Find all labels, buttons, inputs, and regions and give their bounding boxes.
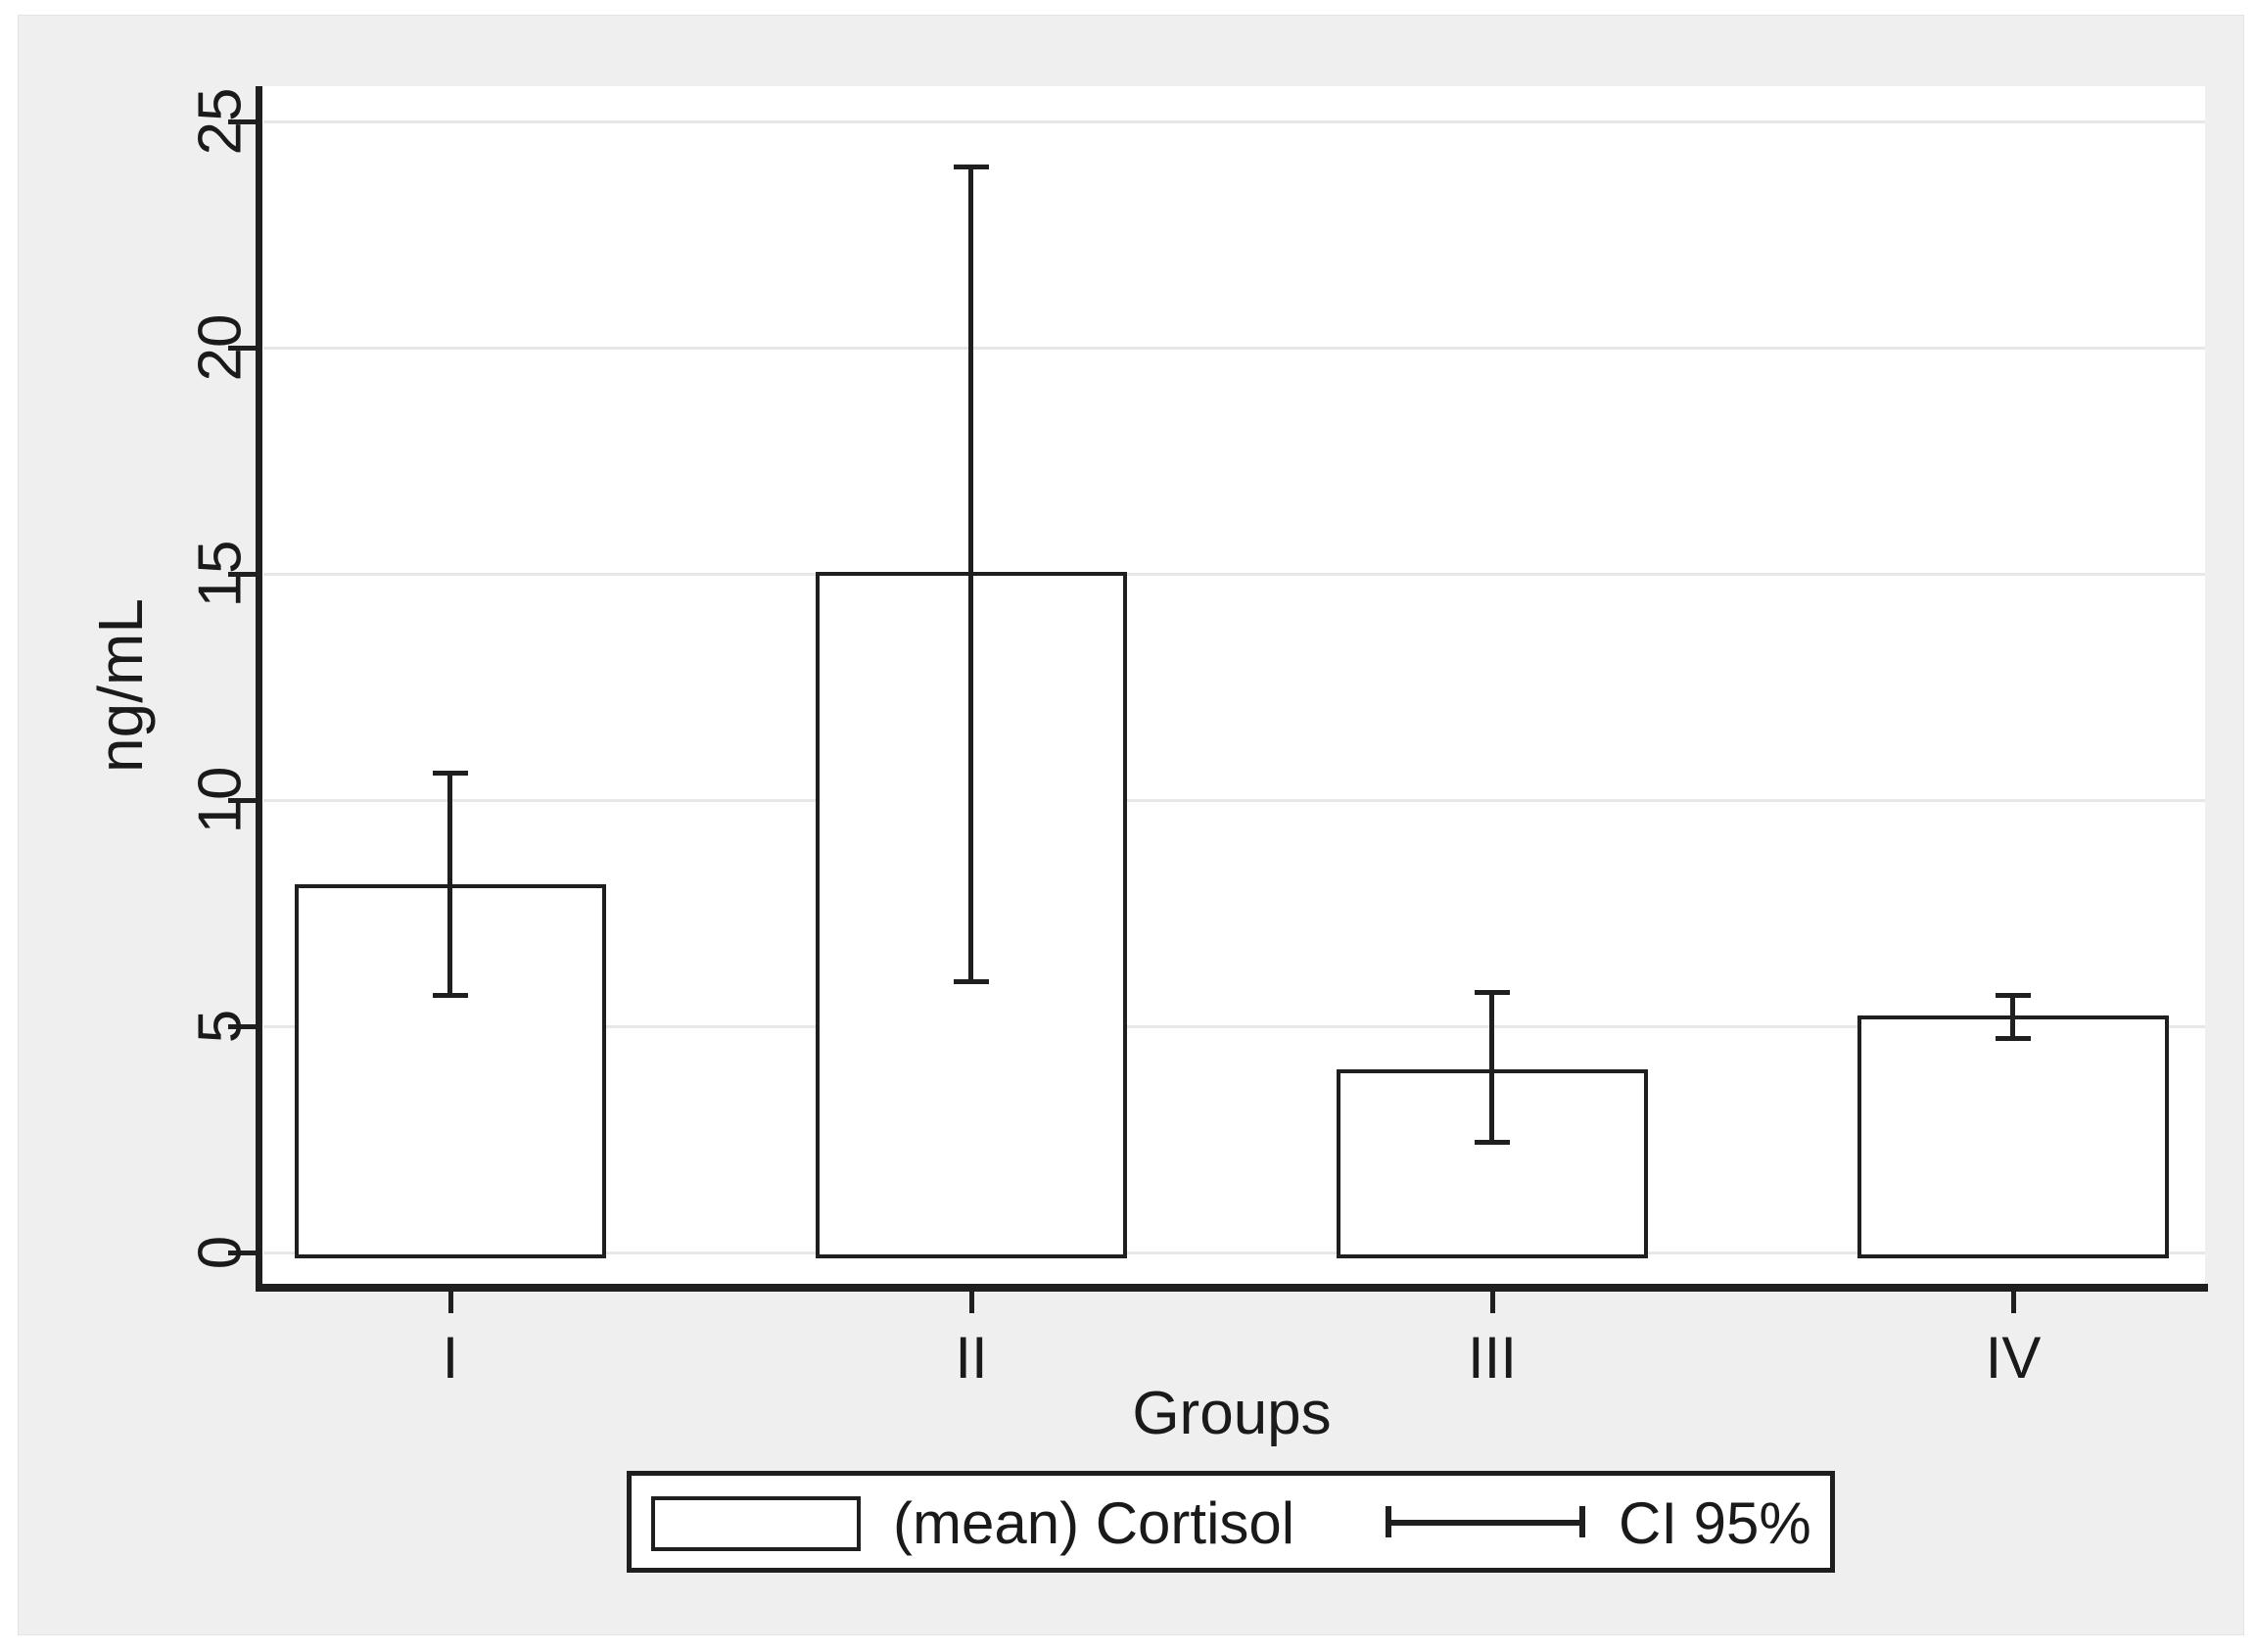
x-tick-III [1490,1292,1495,1313]
y-tick-label-25: 25 [186,87,255,156]
legend-bar-swatch-icon [651,1496,861,1551]
y-tick-0 [228,1251,260,1255]
figure-panel: 0 5 10 15 20 25 I II III IV ng/mL Groups (mean) … [18,15,2244,1635]
y-tick-label-10: 10 [186,766,255,834]
x-tick-I [448,1292,453,1313]
bar-IV [1857,1015,2169,1258]
legend-error-bar-right-cap [1579,1506,1585,1537]
error-bar-IV [2010,995,2015,1038]
y-tick-label-15: 15 [186,540,255,608]
error-bar-IV-lower-cap [1996,1036,2031,1041]
x-tick-label-II: II [955,1325,988,1391]
legend-error-bar-icon [1386,1520,1585,1526]
y-axis-label: ng/mL [85,598,156,773]
gridline-25 [263,120,2205,123]
gridline-10 [263,799,2205,802]
error-bar-I-lower-cap [433,993,468,998]
y-tick-label-5: 5 [186,1009,255,1044]
gridline-5 [263,1025,2205,1028]
error-bar-III-lower-cap [1475,1140,1510,1145]
y-tick-20 [228,346,260,351]
error-bar-I [447,773,452,995]
error-bar-III-upper-cap [1475,990,1510,995]
gridline-20 [263,347,2205,350]
legend-error-bar-left-cap [1386,1506,1391,1537]
legend-bar-label: (mean) Cortisol [893,1490,1295,1556]
y-axis-line [256,86,262,1292]
gridline-15 [263,573,2205,576]
x-tick-label-IV: IV [1985,1325,2042,1391]
error-bar-II-upper-cap [954,165,989,169]
y-tick-15 [228,572,260,577]
x-tick-II [969,1292,974,1313]
x-axis-label: Groups [1132,1380,1332,1447]
y-tick-10 [228,798,260,803]
x-tick-IV [2011,1292,2016,1313]
y-tick-5 [228,1024,260,1029]
y-tick-label-0: 0 [186,1235,255,1270]
error-bar-IV-upper-cap [1996,993,2031,998]
x-axis-line [256,1284,2208,1292]
legend-ci-label: CI 95% [1619,1490,1811,1556]
y-tick-25 [228,119,260,124]
error-bar-III [1489,992,1494,1142]
error-bar-II-lower-cap [954,979,989,984]
error-bar-I-upper-cap [433,771,468,776]
gridline-0 [263,1251,2205,1254]
error-bar-II [968,166,973,981]
x-tick-label-I: I [442,1325,459,1391]
x-tick-label-III: III [1467,1325,1518,1391]
y-tick-label-20: 20 [186,313,255,382]
